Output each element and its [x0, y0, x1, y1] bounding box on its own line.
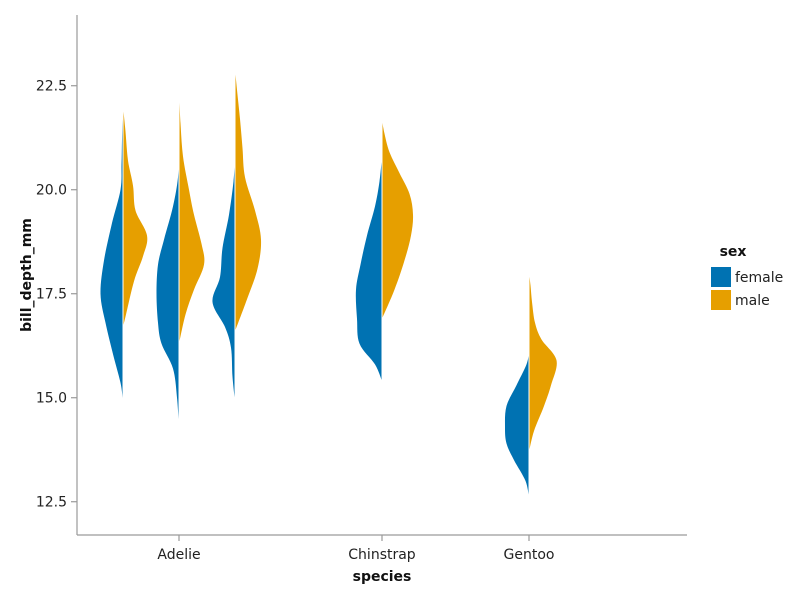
x-axis-ticks: Adelie Chinstrap Gentoo — [157, 535, 554, 563]
violin-half-female — [100, 106, 123, 406]
violin-adelie-1 — [156, 89, 205, 427]
y-tick-label: 22.5 — [36, 79, 67, 95]
legend-label-male: male — [735, 293, 770, 309]
legend-swatch-female — [711, 267, 731, 287]
y-tick-label: 15.0 — [36, 391, 67, 407]
y-tick-label: 20.0 — [36, 183, 67, 199]
legend-title: sex — [720, 244, 747, 260]
x-tick-label: Gentoo — [504, 547, 555, 563]
x-axis-title: species — [353, 569, 412, 585]
violin-chinstrap-3 — [355, 119, 414, 382]
violin-adelie-0 — [100, 106, 148, 407]
violin-half-female — [156, 148, 179, 427]
violin-half-female — [355, 156, 382, 382]
violin-gentoo-4 — [504, 272, 557, 498]
y-tick-label: 12.5 — [36, 495, 67, 511]
y-tick-label: 17.5 — [36, 287, 67, 303]
violin-half-male — [235, 69, 262, 332]
violin-half-male — [123, 106, 148, 327]
y-axis-ticks: 12.5 15.0 17.5 20.0 22.5 — [36, 79, 77, 511]
violin-half-female — [212, 156, 235, 402]
violin-half-male — [382, 119, 414, 319]
x-tick-label: Chinstrap — [348, 547, 416, 563]
violin-half-male — [529, 272, 557, 452]
violin-adelie-2 — [212, 69, 262, 402]
legend-swatch-male — [711, 290, 731, 310]
violin-half-male — [179, 89, 205, 344]
legend: sex female male — [711, 244, 783, 310]
legend-label-female: female — [735, 270, 783, 286]
x-tick-label: Adelie — [157, 547, 200, 563]
y-axis-title: bill_depth_mm — [19, 218, 35, 332]
violin-half-female — [504, 352, 529, 498]
plot-area — [100, 69, 557, 498]
